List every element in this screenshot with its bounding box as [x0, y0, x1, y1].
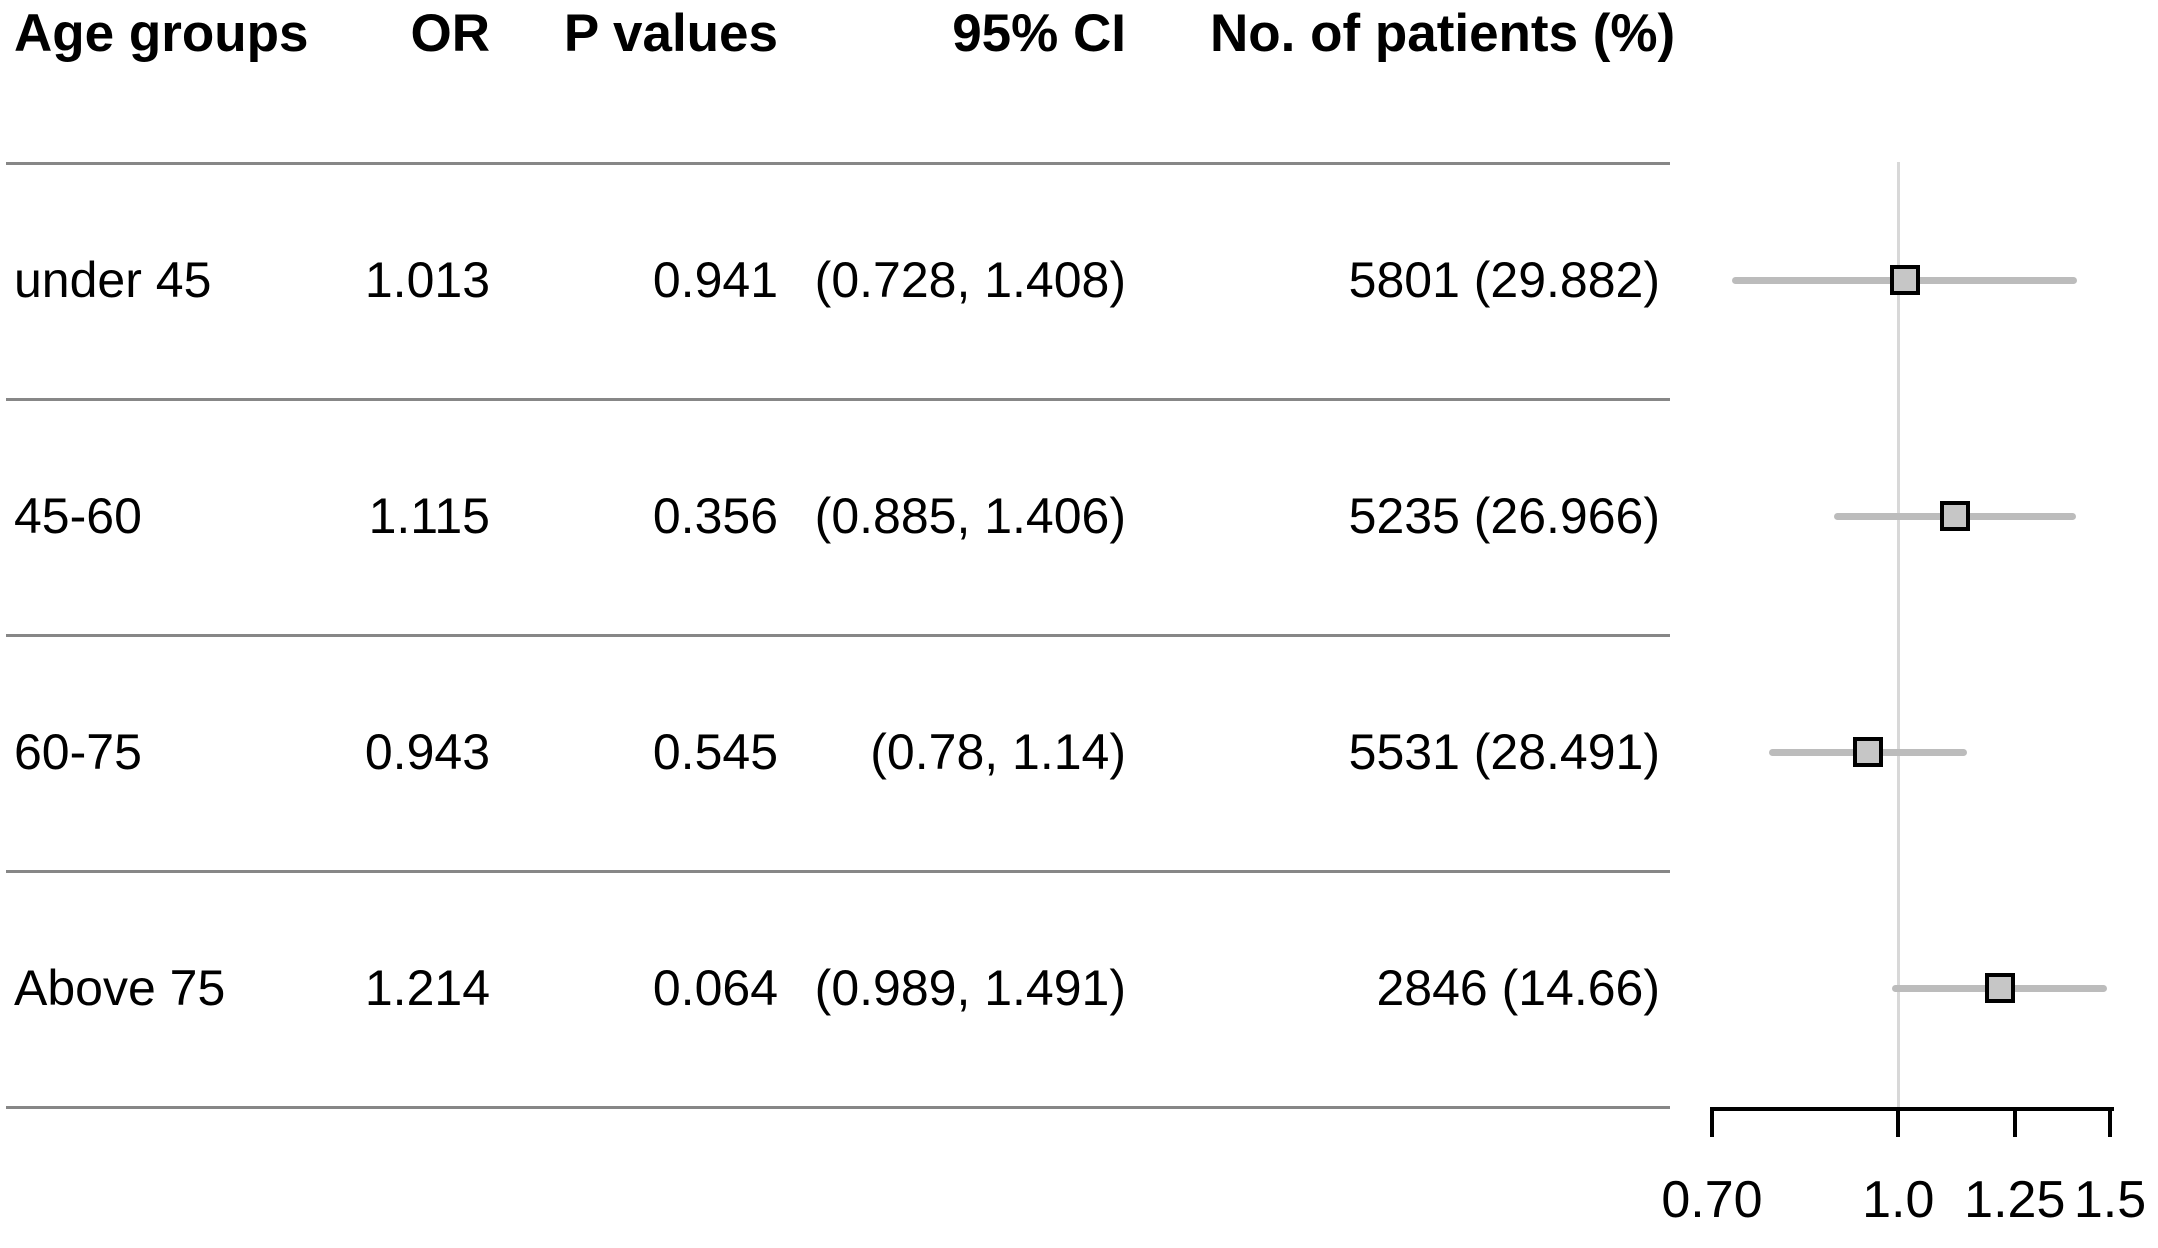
or-point-marker [1984, 973, 2015, 1003]
x-axis-tick-label: 1.5 [2073, 1171, 2147, 1229]
or-value: 1.115 [368, 488, 490, 544]
x-axis-tick [2108, 1107, 2112, 1137]
ci-value: (0.78, 1.14) [870, 724, 1126, 780]
age-group-label: under 45 [14, 252, 212, 308]
age-group-label: Above 75 [14, 960, 226, 1016]
patients-value: 2846 (14.66) [1376, 960, 1660, 1016]
divider-line [6, 162, 1670, 165]
x-axis-tick [1710, 1107, 1714, 1137]
divider-line [6, 634, 1670, 637]
p-value: 0.941 [652, 252, 778, 308]
header-95-ci: 95% CI [952, 4, 1126, 63]
p-value: 0.064 [652, 960, 778, 1016]
header-age-groups: Age groups [14, 4, 309, 63]
ci-value: (0.989, 1.491) [814, 960, 1126, 1016]
header-no-of-patients: No. of patients (%) [1210, 4, 1676, 63]
patients-value: 5235 (26.966) [1348, 488, 1660, 544]
table-row: under 45 1.013 0.941 (0.728, 1.408) 5801… [0, 250, 2158, 310]
patients-value: 5531 (28.491) [1348, 724, 1660, 780]
or-value: 0.943 [364, 724, 490, 780]
table-header-row: Age groups OR P values 95% CI No. of pat… [0, 4, 2158, 64]
x-axis-tick-label: 0.70 [1661, 1171, 1763, 1229]
patients-value: 5801 (29.882) [1348, 252, 1660, 308]
p-value: 0.356 [652, 488, 778, 544]
x-axis-line [1712, 1107, 2114, 1111]
divider-line [6, 398, 1670, 401]
table-row: Above 75 1.214 0.064 (0.989, 1.491) 2846… [0, 958, 2158, 1018]
reference-line [1896, 162, 1900, 1107]
ci-value: (0.728, 1.408) [814, 252, 1126, 308]
or-point-marker [1940, 501, 1971, 531]
or-point-marker [1890, 265, 1920, 295]
or-value: 1.013 [364, 252, 490, 308]
x-axis-tick [2012, 1107, 2017, 1137]
x-axis-tick-label: 1.25 [1964, 1171, 2066, 1229]
or-value: 1.214 [364, 960, 490, 1016]
x-axis-tick [1896, 1107, 1901, 1137]
age-group-label: 60-75 [14, 724, 142, 780]
p-value: 0.545 [652, 724, 778, 780]
table-row: 45-60 1.115 0.356 (0.885, 1.406) 5235 (2… [0, 486, 2158, 546]
age-group-label: 45-60 [14, 488, 142, 544]
divider-line [6, 870, 1670, 873]
ci-value: (0.885, 1.406) [814, 488, 1126, 544]
x-axis-tick-label: 1.0 [1862, 1171, 1935, 1229]
header-or: OR [410, 4, 491, 63]
header-p-values: P values [563, 4, 778, 63]
divider-line [6, 1106, 1670, 1109]
table-row: 60-75 0.943 0.545 (0.78, 1.14) 5531 (28.… [0, 722, 2158, 782]
or-point-marker [1852, 737, 1883, 767]
